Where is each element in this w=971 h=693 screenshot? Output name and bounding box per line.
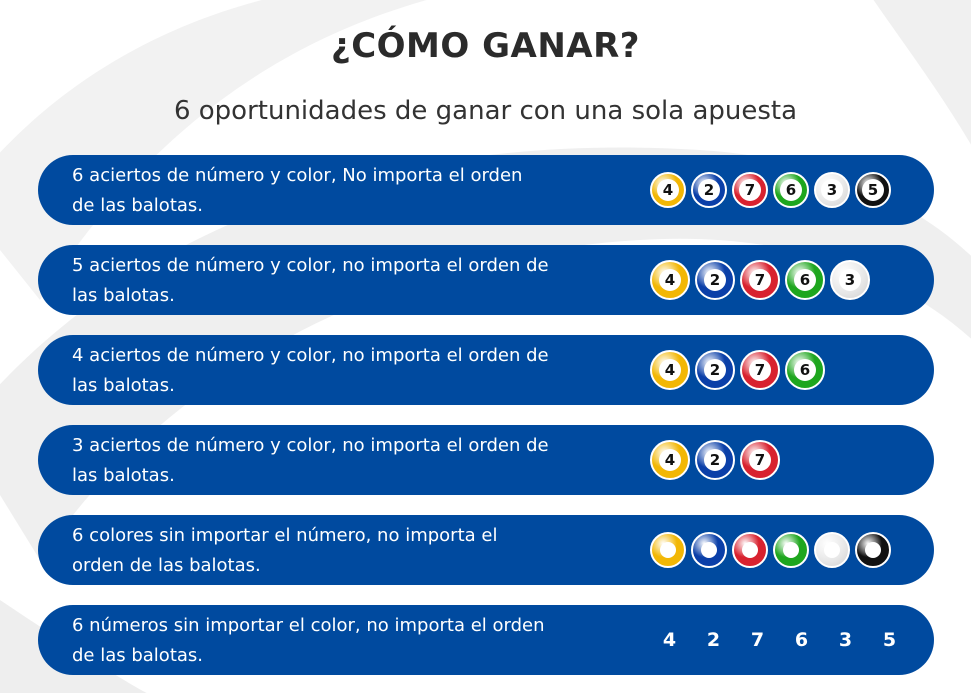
prize-description-line: de las balotas. (72, 645, 204, 666)
ball-number: 4 (659, 269, 681, 291)
winning-number: 6 (794, 629, 809, 651)
red-ball-icon: 7 (740, 260, 780, 300)
ball-number (742, 542, 758, 558)
ball-number: 2 (698, 179, 720, 201)
prize-description: 6 aciertos de número y color, No importa… (72, 161, 552, 221)
prize-description-line: 3 aciertos de número y color, no importa… (72, 435, 549, 456)
ball-number: 4 (659, 449, 681, 471)
blue-ball-icon: 2 (695, 440, 735, 480)
ball-number: 5 (862, 179, 884, 201)
red-ball-icon: 7 (740, 440, 780, 480)
ball-number: 2 (704, 359, 726, 381)
prize-description-line: 4 aciertos de número y color, no importa… (72, 345, 549, 366)
winning-number: 4 (662, 629, 677, 651)
prize-description: 6 números sin importar el color, no impo… (72, 611, 552, 671)
ball-number: 7 (749, 449, 771, 471)
yellow-ball-icon: 4 (650, 260, 690, 300)
ball-number: 3 (839, 269, 861, 291)
ball-number (701, 542, 717, 558)
ball-number: 7 (749, 269, 771, 291)
black-ball-icon (855, 532, 891, 568)
winning-number: 7 (750, 629, 765, 651)
blue-ball-icon: 2 (695, 350, 735, 390)
prize-description-line: 6 números sin importar el color, no impo… (72, 615, 545, 636)
prize-row: 4 aciertos de número y color, no importa… (38, 335, 934, 405)
black-ball-icon: 5 (855, 172, 891, 208)
red-ball-icon: 7 (732, 172, 768, 208)
ball-number: 4 (659, 359, 681, 381)
prize-description: 4 aciertos de número y color, no importa… (72, 341, 552, 401)
green-ball-icon: 6 (785, 260, 825, 300)
ball-number: 6 (794, 359, 816, 381)
prize-description-line: las balotas. (72, 465, 175, 486)
prize-description-line: 5 aciertos de número y color, no importa… (72, 255, 549, 276)
ball-group: 4 2 7 6 3 5 (650, 605, 909, 675)
winning-number: 5 (882, 629, 897, 651)
winning-number: 2 (706, 629, 721, 651)
prize-description-line: de las balotas. (72, 195, 204, 216)
prize-description-line: 6 colores sin importar el número, no imp… (72, 525, 498, 546)
white-ball-icon: 3 (830, 260, 870, 300)
prize-description: 6 colores sin importar el número, no imp… (72, 521, 552, 581)
yellow-ball-icon: 4 (650, 172, 686, 208)
ball-number: 2 (704, 269, 726, 291)
prize-description-line: 6 aciertos de número y color, No importa… (72, 165, 523, 186)
prize-row: 6 números sin importar el color, no impo… (38, 605, 934, 675)
green-ball-icon: 6 (773, 172, 809, 208)
white-ball-icon: 3 (814, 172, 850, 208)
blue-ball-icon: 2 (691, 172, 727, 208)
ball-group: 4 2 7 6 (650, 335, 825, 405)
ball-number (783, 542, 799, 558)
prize-description-line: las balotas. (72, 375, 175, 396)
ball-number (865, 542, 881, 558)
ball-number: 2 (704, 449, 726, 471)
green-ball-icon (773, 532, 809, 568)
ball-number: 7 (739, 179, 761, 201)
ball-group (650, 515, 891, 585)
blue-ball-icon (691, 532, 727, 568)
ball-group: 4 2 7 (650, 425, 780, 495)
yellow-ball-icon: 4 (650, 440, 690, 480)
green-ball-icon: 6 (785, 350, 825, 390)
page-title: ¿CÓMO GANAR? (330, 26, 641, 66)
prize-row: 6 colores sin importar el número, no imp… (38, 515, 934, 585)
blue-ball-icon: 2 (695, 260, 735, 300)
page-subtitle: 6 oportunidades de ganar con una sola ap… (173, 96, 798, 126)
winning-number: 3 (838, 629, 853, 651)
red-ball-icon (732, 532, 768, 568)
prize-description: 5 aciertos de número y color, no importa… (72, 251, 552, 311)
ball-number (824, 542, 840, 558)
prize-row: 6 aciertos de número y color, No importa… (38, 155, 934, 225)
prize-description-line: orden de las balotas. (72, 555, 261, 576)
prize-row: 3 aciertos de número y color, no importa… (38, 425, 934, 495)
ball-number: 4 (657, 179, 679, 201)
ball-number: 6 (780, 179, 802, 201)
yellow-ball-icon (650, 532, 686, 568)
ball-number: 6 (794, 269, 816, 291)
prize-description-line: las balotas. (72, 285, 175, 306)
red-ball-icon: 7 (740, 350, 780, 390)
prize-description: 3 aciertos de número y color, no importa… (72, 431, 552, 491)
ball-number (660, 542, 676, 558)
ball-number: 7 (749, 359, 771, 381)
ball-group: 4 2 7 6 3 (650, 245, 870, 315)
ball-number: 3 (821, 179, 843, 201)
yellow-ball-icon: 4 (650, 350, 690, 390)
prize-row: 5 aciertos de número y color, no importa… (38, 245, 934, 315)
white-ball-icon (814, 532, 850, 568)
